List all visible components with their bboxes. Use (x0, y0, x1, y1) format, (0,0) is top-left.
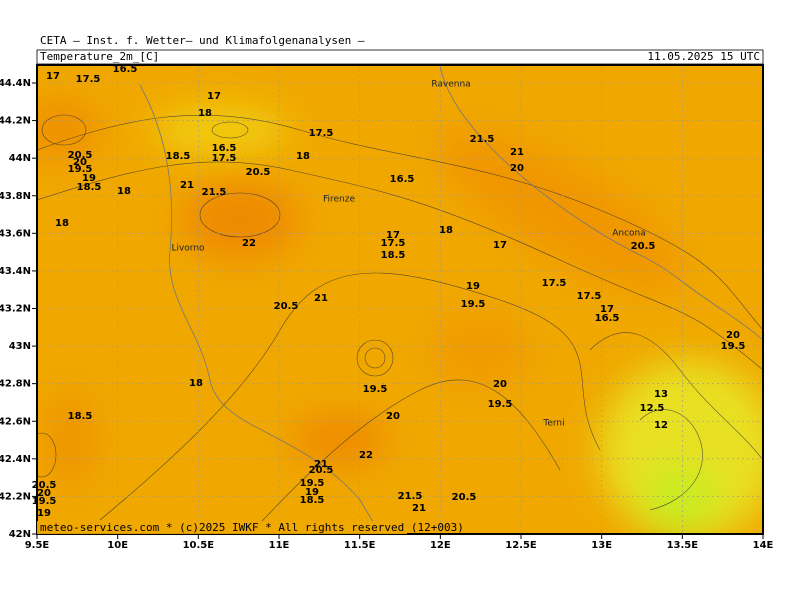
contour-label: 17.5 (381, 238, 406, 249)
contour-label: 21 (412, 503, 426, 514)
contour-label: 20 (510, 163, 524, 174)
x-tick-label: 12E (430, 540, 451, 551)
contour-label: 19.5 (721, 341, 746, 352)
y-tick-label: 42.2N (0, 491, 31, 502)
timestamp: 11.05.2025 15 UTC (647, 50, 760, 63)
x-tick-label: 11E (269, 540, 290, 551)
contour-label: 18.5 (166, 151, 191, 162)
contour-label: 21.5 (202, 187, 227, 198)
contour-label: 17.5 (76, 74, 101, 85)
contour-label: 20.5 (631, 241, 656, 252)
contour-label: 18.5 (77, 182, 102, 193)
contour-label: 21 (510, 147, 524, 158)
contour-label: 19 (466, 281, 480, 292)
contour-label: 17 (207, 91, 221, 102)
contour-label: 18.5 (68, 411, 93, 422)
contour-label: 19.5 (461, 299, 486, 310)
y-tick-label: 42.4N (0, 454, 31, 465)
contour-label: 18 (189, 378, 203, 389)
contour-label: 17 (386, 230, 400, 241)
city-label: Ancona (612, 229, 646, 239)
x-tick-label: 10E (107, 540, 128, 551)
contour-label: 17.5 (212, 153, 237, 164)
contour-label: 12 (654, 420, 668, 431)
contour-label: 20 (493, 379, 507, 390)
contour-label: 12.5 (640, 403, 665, 414)
y-tick-label: 44N (9, 153, 31, 164)
footer-box (37, 521, 407, 534)
y-tick-label: 43.8N (0, 191, 31, 202)
contour-label: 17.5 (309, 128, 334, 139)
contour-label: 20 (386, 411, 400, 422)
footer: meteo-services.com * (c)2025 IWKF * All … (40, 521, 464, 534)
contour-label: 21 (180, 180, 194, 191)
city-label: Livorno (171, 244, 205, 254)
y-tick-label: 42N (9, 529, 31, 540)
contour-label: 21.5 (398, 491, 423, 502)
contour-label: 19.5 (363, 384, 388, 395)
x-tick-label: 14E (753, 540, 774, 551)
x-tick-label: 9.5E (25, 540, 50, 551)
contour-label: 20.5 (32, 480, 57, 491)
contour-label: 17 (600, 304, 614, 315)
contour-label: 19.5 (68, 164, 93, 175)
y-tick-label: 42.6N (0, 416, 31, 427)
contour-label: 18.5 (300, 495, 325, 506)
city-label: Ravenna (431, 80, 470, 90)
contour-label: 19 (37, 508, 51, 519)
contour-label: 16.5 (113, 64, 138, 75)
contour-label: 16.5 (595, 313, 620, 324)
contour-label: 18 (296, 151, 310, 162)
contour-label: 20 (73, 157, 87, 168)
contour-label: 18 (198, 108, 212, 119)
y-tick-label: 44.2N (0, 116, 31, 127)
contour-label: 21.5 (470, 134, 495, 145)
x-tick-label: 11.5E (344, 540, 376, 551)
contour-label: 21 (314, 459, 328, 470)
y-tick-label: 44.4N (0, 78, 31, 89)
contour-label: 20.5 (274, 301, 299, 312)
contour-label: 20 (37, 488, 51, 499)
contour-label: 20.5 (68, 150, 93, 161)
city-label: Firenze (323, 195, 355, 205)
contour-label: 19.5 (300, 478, 325, 489)
contour-label: 18 (117, 186, 131, 197)
y-tick-label: 43.2N (0, 304, 31, 315)
contour-label: 22 (359, 450, 373, 461)
contour-label: 20.5 (246, 167, 271, 178)
x-tick-label: 12.5E (505, 540, 537, 551)
grid (37, 65, 763, 534)
y-tick-label: 43.4N (0, 266, 31, 277)
contour-label: 17.5 (577, 291, 602, 302)
contour-label: 21 (314, 293, 328, 304)
contour-label: 17.5 (542, 278, 567, 289)
contour-label: 16.5 (212, 143, 237, 154)
x-tick-label: 13E (591, 540, 612, 551)
x-tick-label: 13.5E (667, 540, 699, 551)
contour-label: 20 (726, 330, 740, 341)
contour-label: 19.5 (488, 399, 513, 410)
contour-label: 16.5 (390, 174, 415, 185)
contour-label: 18.5 (381, 250, 406, 261)
contour-label: 22 (242, 238, 256, 249)
contour-label: 18 (439, 225, 453, 236)
contour-label: 19 (82, 173, 96, 184)
city-label: Terni (542, 419, 564, 429)
header-title: CETA — Inst. f. Wetter— und Klimafolgena… (40, 34, 365, 47)
y-tick-label: 42.8N (0, 379, 31, 390)
x-tick-label: 10.5E (183, 540, 215, 551)
field-name: Temperature_2m_[C] (40, 50, 159, 63)
y-tick-label: 43N (9, 341, 31, 352)
contour-label: 17 (46, 71, 60, 82)
map-field (37, 65, 763, 534)
contour-label: 19 (305, 487, 319, 498)
contour-label: 17 (493, 240, 507, 251)
contour-label: 18 (55, 218, 69, 229)
contour-label: 19.5 (32, 496, 57, 507)
contour-label: 20.5 (452, 492, 477, 503)
y-tick-label: 43.6N (0, 228, 31, 239)
contour-label: 13 (654, 389, 668, 400)
contour-label: 20.5 (309, 465, 334, 476)
